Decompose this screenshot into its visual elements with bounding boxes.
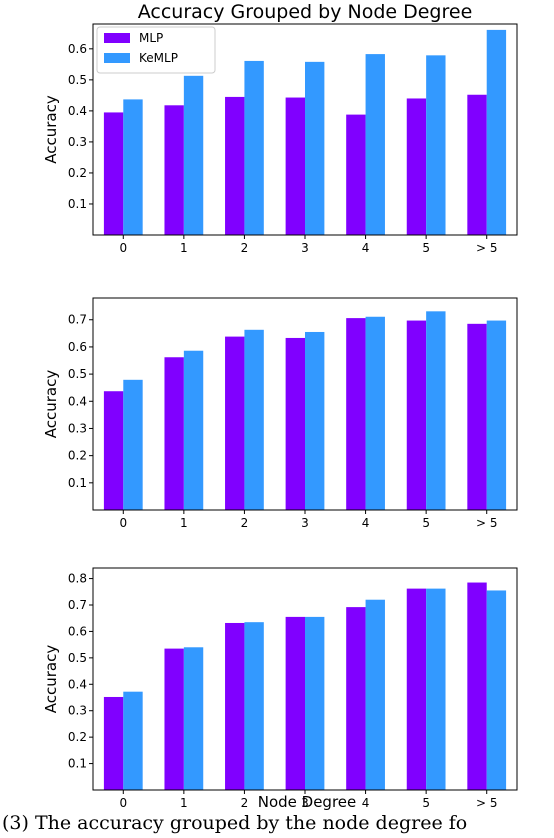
bar-mlp-2 <box>164 357 184 510</box>
bar-mlp-3 <box>225 622 245 790</box>
x-tick-label: 2 <box>241 796 249 810</box>
legend: MLP KeMLP <box>96 26 216 74</box>
x-tick-label: 0 <box>119 796 127 810</box>
y-tick-label: 0.4 <box>68 677 87 691</box>
x-tick-label: 2 <box>241 516 249 530</box>
x-tick-label: 5 <box>422 796 430 810</box>
bar-mlp-5 <box>346 114 366 235</box>
bar-kemlp-1 <box>123 379 143 510</box>
bar-kemlp-7 <box>486 320 507 510</box>
y-tick-label: 0.5 <box>68 73 87 87</box>
bar-kemlp-5 <box>365 54 385 236</box>
x-tick-label: 3 <box>301 796 309 810</box>
y-tick-label: 0.5 <box>68 367 87 381</box>
bar-kemlp-1 <box>123 99 143 235</box>
bar-mlp-2 <box>164 105 184 235</box>
bar-kemlp-6 <box>426 311 446 510</box>
bar-mlp-4 <box>285 337 305 510</box>
chart-title: Accuracy Grouped by Node Degree <box>138 1 473 23</box>
bar-mlp-1 <box>103 696 124 790</box>
bar-mlp-6 <box>406 98 427 236</box>
x-tick-label: > 5 <box>476 241 498 255</box>
bar-mlp-4 <box>285 616 305 790</box>
bar-mlp-4 <box>285 97 305 235</box>
bar-kemlp-5 <box>365 599 385 790</box>
x-tick-label: > 5 <box>476 516 498 530</box>
x-tick-label: 4 <box>362 796 370 810</box>
x-tick-label: 4 <box>362 516 370 530</box>
bar-kemlp-6 <box>426 588 446 790</box>
legend-label-mlp: MLP <box>139 31 163 45</box>
y-tick-label: 0.2 <box>68 166 87 180</box>
chart-panel-2: 0.1 0.2 0.3 0.4 0.5 0.6 0.7 0 1 2 3 4 5 > 5 Accuracy <box>42 297 518 530</box>
legend-swatch-mlp <box>104 33 130 43</box>
bar-mlp-7 <box>467 94 487 235</box>
x-tick-label: 0 <box>119 241 127 255</box>
bar-mlp-1 <box>103 391 124 510</box>
y-tick-label: 0.4 <box>68 394 87 408</box>
bar-kemlp-4 <box>305 616 325 790</box>
y-tick-label: 0.3 <box>68 704 87 718</box>
bar-kemlp-6 <box>426 55 446 235</box>
y-tick-label: 0.4 <box>68 104 87 118</box>
bar-mlp-6 <box>406 588 427 790</box>
bar-mlp-5 <box>346 318 366 510</box>
bar-mlp-7 <box>467 582 487 790</box>
bar-kemlp-2 <box>183 350 204 510</box>
y-tick-label: 0.2 <box>68 449 87 463</box>
y-axis-label: Accuracy <box>42 645 60 714</box>
x-tick-label: 5 <box>422 516 430 530</box>
y-tick-label: 0.3 <box>68 421 87 435</box>
legend-swatch-kemlp <box>104 53 130 63</box>
y-tick-label: 0.2 <box>68 730 87 744</box>
x-tick-label: 1 <box>180 796 188 810</box>
x-tick-label: 5 <box>422 241 430 255</box>
chart-panel-1: 0.1 0.2 0.3 0.4 0.5 0.6 0 1 2 3 4 5 > 5 Accuracy Accur… <box>42 1 518 255</box>
x-tick-label: > 5 <box>476 796 498 810</box>
bar-mlp-7 <box>467 323 487 510</box>
x-tick-label: 1 <box>180 241 188 255</box>
bar-kemlp-1 <box>123 691 143 790</box>
x-axis-label: Node Degree <box>258 793 357 811</box>
bar-kemlp-5 <box>365 316 385 510</box>
y-tick-label: 0.1 <box>68 757 87 771</box>
x-tick-label: 1 <box>180 516 188 530</box>
bar-mlp-6 <box>406 320 427 510</box>
bar-mlp-3 <box>225 336 245 510</box>
y-tick-label: 0.3 <box>68 135 87 149</box>
bar-kemlp-7 <box>486 29 507 236</box>
y-tick-label: 0.6 <box>68 42 87 56</box>
bar-kemlp-3 <box>244 60 264 235</box>
y-axis-label: Accuracy <box>42 370 60 439</box>
bar-kemlp-7 <box>486 590 507 790</box>
y-tick-label: 0.6 <box>68 340 87 354</box>
y-tick-label: 0.8 <box>68 572 87 586</box>
x-tick-label: 4 <box>362 241 370 255</box>
bar-kemlp-2 <box>183 647 204 790</box>
y-tick-label: 0.7 <box>68 598 87 612</box>
y-tick-label: 0.7 <box>68 313 87 327</box>
x-tick-label: 3 <box>301 516 309 530</box>
x-tick-label: 0 <box>119 516 127 530</box>
legend-label-kemlp: KeMLP <box>139 51 178 65</box>
bar-mlp-2 <box>164 648 184 790</box>
bar-kemlp-3 <box>244 622 264 790</box>
y-tick-label: 0.1 <box>68 197 87 211</box>
bar-mlp-5 <box>346 607 366 790</box>
x-tick-label: 2 <box>241 241 249 255</box>
figure-caption: (3) The accuracy grouped by the node deg… <box>2 812 468 834</box>
bar-mlp-3 <box>225 96 245 235</box>
y-tick-label: 0.6 <box>68 624 87 638</box>
bar-kemlp-2 <box>183 75 204 235</box>
x-tick-label: 3 <box>301 241 309 255</box>
bar-kemlp-4 <box>305 331 325 510</box>
y-tick-label: 0.5 <box>68 651 87 665</box>
y-tick-label: 0.1 <box>68 476 87 490</box>
chart-panel-3: 0.1 0.2 0.3 0.4 0.5 0.6 0.7 0.8 0 1 2 3 4 5 > 5 Accurac… <box>42 567 518 811</box>
bar-kemlp-4 <box>305 61 325 235</box>
bar-mlp-1 <box>103 112 124 235</box>
bar-kemlp-3 <box>244 329 264 510</box>
y-axis-label: Accuracy <box>42 95 60 164</box>
